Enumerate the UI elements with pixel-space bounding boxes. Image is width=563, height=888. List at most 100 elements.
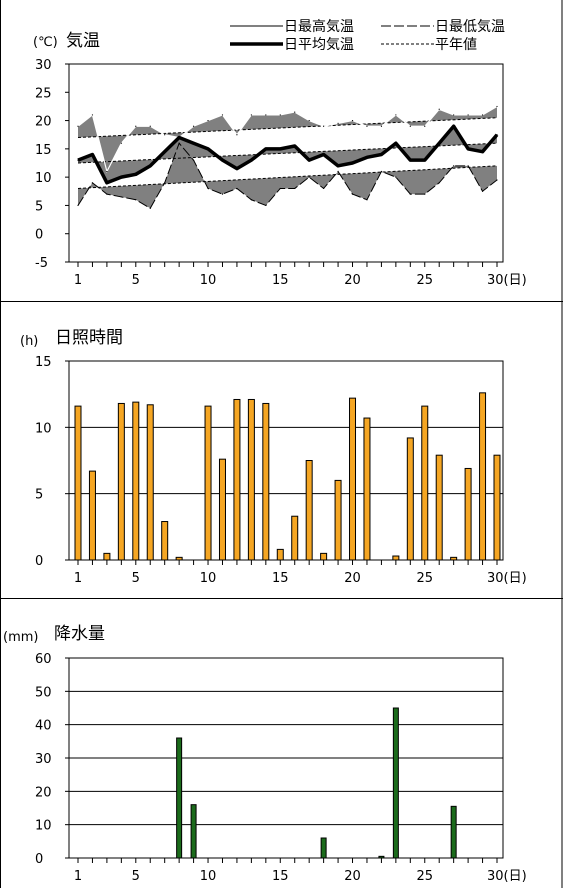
min-temp-line-point: [380, 170, 383, 173]
max-temp-line-point: [236, 134, 238, 136]
temperature-x-tick-label: 20: [344, 273, 361, 288]
precipitation-bar: [392, 707, 399, 859]
sunshine-y-tick-label: 15: [35, 355, 52, 370]
temperature-deviation-fills: [78, 106, 497, 209]
sunshine-bar: [421, 405, 429, 561]
sunshine-bar: [88, 470, 96, 561]
precipitation-y-tick-label: 60: [35, 652, 52, 667]
legend-normal-label: 平年値: [435, 37, 477, 53]
min-temp-line-point: [496, 179, 498, 181]
mean-temp-line-point: [409, 159, 411, 161]
precipitation-x-tick-label: 20: [344, 869, 361, 884]
temperature-x-tick-label: 15: [272, 273, 289, 288]
sunshine-bar: [262, 402, 270, 561]
precipitation-x-tick-label: 10: [200, 869, 217, 884]
temperature-x-tick-label: 30(日): [487, 273, 527, 288]
sunshine-bar: [103, 552, 111, 561]
sunshine-y-tick-label: 0: [35, 554, 43, 569]
max-temp-line-point: [77, 125, 79, 127]
max-temp-line-point: [91, 114, 94, 116]
max-temp-line-point: [265, 114, 267, 116]
min-temp-line-point: [135, 199, 137, 201]
precipitation-x-tick-label: 5: [132, 869, 140, 884]
temperature-y-tick-label: 10: [35, 171, 52, 186]
sunshine-bar: [291, 515, 299, 561]
precipitation-bar: [176, 737, 183, 859]
temperature-chart-title: 気温: [66, 31, 100, 51]
min-temp-line-point: [279, 187, 281, 190]
max-temp-line-point: [106, 170, 108, 173]
min-deviation-fill: [78, 143, 497, 209]
min-temp-line-point: [366, 199, 368, 201]
mean-temp-line-point: [120, 176, 122, 178]
sunshine-y-tick-label: 5: [35, 488, 43, 503]
legend-max-label: 日最高気温: [284, 18, 354, 35]
temperature-x-tick-label: 25: [416, 273, 433, 288]
sunshine-bar: [349, 397, 357, 561]
min-temp-line-point: [308, 176, 310, 178]
max-temp-line-point: [453, 114, 455, 116]
mean-temp-line-point: [467, 148, 469, 150]
min-temp-line-point: [265, 204, 267, 207]
sunshine-x-tick-label: 20: [344, 571, 361, 586]
max-temp-line-point: [424, 125, 426, 127]
mean-temp-line-point: [438, 142, 440, 144]
sunshine-bar: [161, 521, 169, 561]
max-temp-line-point: [120, 142, 122, 144]
min-temp-line-point: [221, 193, 224, 195]
sunshine-x-tick-label: 25: [416, 571, 433, 586]
max-temp-line-point: [149, 125, 151, 127]
precipitation-y-tick-label: 40: [35, 719, 52, 734]
max-temp-line-point: [308, 119, 310, 122]
sunshine-bar: [204, 405, 212, 561]
legend-mean-label: 日平均気温: [284, 37, 354, 53]
mean-temp-line-point: [178, 136, 180, 139]
precipitation-x-tick-label: 25: [416, 869, 433, 884]
temperature-y-tick-label: 30: [35, 58, 52, 73]
sunshine-y-tick-label: 10: [35, 421, 52, 436]
max-temp-line-point: [438, 108, 440, 110]
max-temp-line-point: [496, 105, 498, 108]
max-temp-line-point: [250, 114, 252, 116]
mean-temp-line-point: [279, 148, 281, 150]
sunshine-x-tick-label: 30(日): [487, 571, 527, 586]
mean-temp-line-point: [323, 153, 325, 156]
min-temp-line-point: [409, 193, 411, 195]
max-temp-line-point: [395, 114, 397, 116]
min-temp-line-point: [164, 182, 166, 184]
mean-temp-line-point: [236, 168, 238, 170]
sunshine-bar: [464, 467, 472, 561]
precipitation-bar: [378, 855, 385, 859]
precipitation-x-tick-label: 30(日): [487, 869, 527, 884]
sunshine-bar: [320, 552, 328, 561]
mean-temp-line-point: [395, 142, 397, 144]
sunshine-bar: [435, 454, 443, 561]
precipitation-x-tick-label: 1: [74, 869, 82, 884]
max-temp-line-point: [351, 119, 354, 122]
legend-min-label: 日最低気温: [435, 19, 505, 35]
sunshine-chart-title: 日照時間: [55, 328, 123, 348]
max-deviation-fill: [78, 106, 497, 172]
mean-temp-line-point: [135, 173, 137, 175]
min-temp-line-point: [467, 165, 469, 167]
mean-temp-line-point: [77, 159, 79, 161]
sunshine-plot-frame: [68, 360, 504, 561]
max-temp-line-point: [467, 114, 469, 116]
min-temp-line-point: [77, 204, 79, 207]
precipitation-bar: [190, 804, 197, 859]
temperature-x-tick-label: 1: [74, 273, 82, 288]
mean-temp-line-point: [207, 148, 209, 150]
min-temp-line-point: [351, 193, 354, 195]
precipitation-unit-label: (mm): [3, 630, 38, 645]
temperature-y-tick-label: 20: [35, 115, 52, 130]
sunshine-bar: [479, 392, 487, 561]
sunshine-bar: [276, 548, 284, 561]
min-temp-line-point: [149, 207, 151, 209]
mean-temp-line-point: [453, 125, 455, 127]
temperature-unit-label: (℃): [33, 35, 58, 50]
max-temp-line-point: [207, 119, 209, 122]
temperature-plot-frame: [68, 63, 504, 263]
sunshine-bar: [406, 437, 414, 561]
